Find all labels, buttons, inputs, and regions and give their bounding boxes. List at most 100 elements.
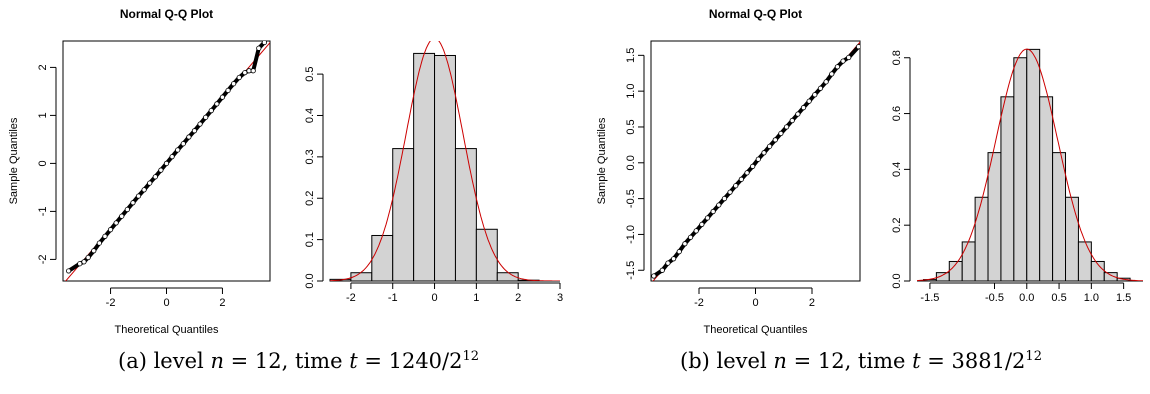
histogram-bar [987, 152, 1002, 282]
qq-point [772, 137, 778, 143]
x-tick-label: 2 [809, 297, 815, 309]
caption-a-t-val: = 1240/2 [364, 349, 463, 373]
x-tick-label: -1.5 [920, 292, 939, 304]
density-curve [330, 41, 560, 281]
x-tick-label: -2 [694, 297, 704, 309]
qq-point [733, 183, 739, 189]
qq-point [834, 64, 841, 70]
y-tick-label: 1.0 [625, 84, 637, 99]
qq-point [186, 134, 192, 140]
y-tick-label: 0.3 [304, 149, 316, 164]
qq-point-band [66, 41, 267, 273]
qq-point [246, 68, 252, 74]
histogram-bar [371, 234, 394, 282]
qq-point [682, 241, 688, 247]
panel-a-qq-plot: Normal Q-Q Plot Theoretical Quantiles Samp… [8, 7, 271, 336]
qq-point [840, 58, 846, 64]
qq-point [676, 249, 682, 255]
caption-a-n-val: = 12, time [230, 349, 343, 373]
qq-point [225, 87, 231, 94]
panel-a-histogram: -2 -1 0 1 2 3 0.0 0.1 0.2 0.3 0.4 0.5 [304, 41, 563, 304]
qq-point [208, 108, 214, 114]
qq-point [823, 79, 829, 85]
x-tick-label: 2 [515, 292, 521, 304]
qq-point [124, 206, 130, 213]
x-tick-label: 0.0 [1019, 292, 1034, 304]
caption-b-t-var: t [912, 349, 921, 373]
qq-point [141, 187, 147, 193]
qq-point [767, 143, 773, 149]
qq-point [716, 202, 722, 208]
qq-point [147, 180, 153, 186]
x-tick-label: -2 [106, 297, 116, 309]
caption-b: (b) level n = 12, time t = 3881/212 [680, 349, 1042, 373]
plot-title: Normal Q-Q Plot [709, 7, 802, 21]
caption-b-level: level [716, 349, 767, 373]
qq-point [704, 215, 711, 221]
histogram-bar [1000, 96, 1015, 282]
qq-point [81, 259, 87, 265]
histogram-bars [329, 52, 540, 282]
caption-b-n-var: n [773, 349, 787, 373]
qq-point [91, 248, 97, 254]
y-tick-label: -0.5 [625, 189, 637, 208]
qq-point [687, 234, 694, 240]
qq-point [761, 150, 767, 156]
qq-point [710, 208, 716, 215]
qq-point [197, 121, 203, 127]
caption-a: (a) level n = 12, time t = 1240/212 [118, 349, 479, 373]
qq-point [806, 98, 812, 104]
qq-point [699, 221, 705, 228]
qq-point [829, 71, 835, 77]
qq-point [180, 141, 186, 147]
caption-b-n-val: = 12, time [793, 349, 906, 373]
y-tick-label: -1.5 [625, 261, 637, 280]
caption-a-n-var: n [210, 349, 224, 373]
qq-point [113, 220, 119, 226]
histogram-bar [1077, 241, 1092, 282]
y-tick-label: 0.1 [304, 232, 316, 247]
histogram-bars [922, 48, 1131, 282]
caption-a-level: level [153, 349, 204, 373]
qq-point [135, 193, 142, 199]
plot-series [651, 41, 860, 281]
qq-point [102, 233, 108, 239]
qq-point [795, 111, 801, 117]
qq-point [250, 68, 256, 74]
x-tick-label: 1.0 [1084, 292, 1099, 304]
qq-point [231, 81, 237, 87]
caption-a-t-var: t [349, 349, 358, 373]
x-tick-label: -0.5 [985, 292, 1004, 304]
qq-point [119, 213, 125, 219]
qq-point [665, 260, 671, 266]
caption-b-tag: (b) [680, 349, 710, 373]
x-tick-label: 0 [431, 292, 437, 304]
x-tick-label: 2 [219, 297, 225, 309]
density-group [917, 48, 1143, 281]
panel-b-histogram: -1.5 -0.5 0.0 0.5 1.0 1.5 0.0 0.2 0.4 0.6 0.8 [891, 48, 1143, 304]
y-tick-label: 0.6 [891, 106, 903, 121]
caption-b-t-exp: 12 [1025, 349, 1042, 364]
histogram-bar [1065, 196, 1079, 282]
histogram-bar [1039, 96, 1054, 282]
qq-point [855, 44, 860, 50]
y-tick-label: 0.0 [625, 155, 637, 170]
y-tick-label: 0.0 [304, 273, 316, 288]
panel-b-qq-plot: Normal Q-Q Plot Theoretical Quantiles Samp… [596, 7, 861, 336]
histogram-bar [434, 54, 456, 282]
qq-point [169, 154, 175, 160]
qq-point [256, 45, 262, 51]
histogram-bar [454, 148, 477, 282]
x-tick-label: 0 [752, 297, 758, 309]
qq-point [130, 200, 136, 206]
qq-point [65, 268, 72, 274]
y-tick-label: 1.5 [625, 48, 637, 63]
qq-point [175, 147, 181, 153]
qq-point [214, 101, 220, 107]
qq-point [203, 114, 209, 120]
y-tick-label: 0.2 [891, 218, 903, 233]
caption-a-t-exp: 12 [462, 349, 480, 364]
x-axis-title: Theoretical Quantiles [704, 324, 808, 336]
y-axis-title: Sample Quantiles [596, 117, 608, 204]
qq-point [727, 189, 733, 195]
